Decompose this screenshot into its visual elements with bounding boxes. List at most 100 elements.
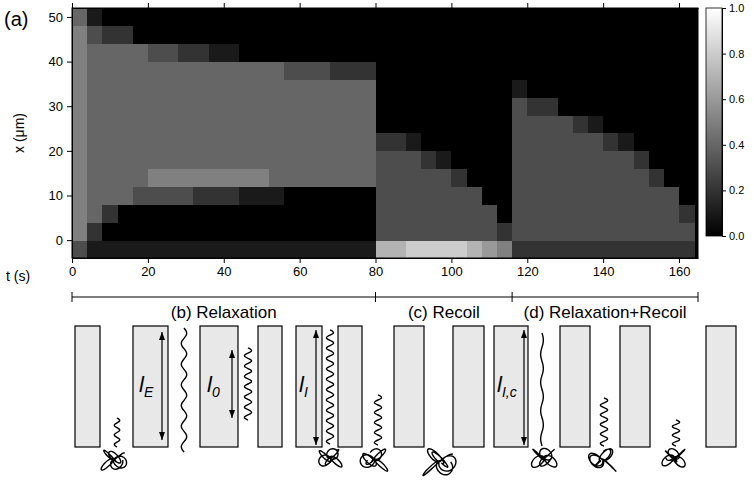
- phase-boundary: [512, 292, 513, 302]
- cell: [224, 62, 240, 80]
- cell: [451, 204, 467, 222]
- cell: [542, 97, 558, 115]
- cell: [527, 133, 543, 151]
- cell: [436, 169, 452, 187]
- cell: [269, 26, 285, 44]
- cell: [573, 133, 589, 151]
- cell: [178, 240, 194, 258]
- cell: [542, 44, 558, 62]
- cell: [209, 44, 225, 62]
- length-label: l0: [207, 372, 220, 400]
- cell: [102, 222, 118, 240]
- cell: [406, 115, 422, 133]
- cell: [527, 8, 543, 26]
- cell: [360, 240, 376, 258]
- cell: [406, 97, 422, 115]
- cell: [527, 240, 543, 258]
- cell: [542, 133, 558, 151]
- cell: [254, 8, 270, 26]
- cell: [634, 204, 650, 222]
- cell: [436, 133, 452, 151]
- cell: [315, 97, 331, 115]
- tick-mark: [72, 258, 73, 263]
- cell: [497, 240, 513, 258]
- cell: [421, 79, 437, 97]
- cell: [209, 97, 225, 115]
- cell: [391, 222, 407, 240]
- length-arrow: [523, 330, 524, 445]
- cell: [330, 79, 346, 97]
- cell: [193, 8, 209, 26]
- tick-label: 0: [56, 233, 63, 248]
- length-label: lI,c: [497, 372, 517, 400]
- cell: [315, 204, 331, 222]
- phase-label: (d) Relaxation+Recoil: [524, 303, 687, 322]
- cell: [451, 26, 467, 44]
- dna: [600, 398, 607, 446]
- cell: [451, 187, 467, 205]
- cell: [421, 97, 437, 115]
- cell: [87, 8, 103, 26]
- cell: [87, 169, 103, 187]
- cell: [588, 151, 604, 169]
- cell: [376, 115, 392, 133]
- phase-boundary: [72, 292, 73, 302]
- tick-mark: [722, 236, 726, 237]
- pillar: [394, 326, 424, 447]
- cell: [102, 169, 118, 187]
- cell: [360, 115, 376, 133]
- tick: 20: [141, 258, 155, 279]
- cell: [603, 169, 619, 187]
- tick: 30: [49, 99, 72, 114]
- cell: [664, 115, 680, 133]
- cell: [300, 97, 316, 115]
- cell: [133, 240, 149, 258]
- cell: [482, 151, 498, 169]
- cell: [345, 79, 361, 97]
- tick-mark: [148, 3, 149, 8]
- cell: [497, 26, 513, 44]
- cell: [618, 26, 634, 44]
- cell: [664, 151, 680, 169]
- cell: [664, 222, 680, 240]
- cell: [512, 26, 528, 44]
- phase-segment: [376, 297, 513, 298]
- cell: [558, 204, 574, 222]
- cell: [254, 133, 270, 151]
- cell: [649, 151, 665, 169]
- cell: [649, 8, 665, 26]
- cell: [391, 133, 407, 151]
- cell: [512, 169, 528, 187]
- cell: [345, 187, 361, 205]
- cell: [72, 62, 88, 80]
- tick: 140: [593, 258, 615, 279]
- cell: [512, 204, 528, 222]
- cell: [224, 240, 240, 258]
- cell: [163, 44, 179, 62]
- cell: [315, 26, 331, 44]
- cell: [618, 187, 634, 205]
- cell: [542, 8, 558, 26]
- tick-mark: [224, 258, 225, 263]
- cell: [406, 169, 422, 187]
- cell: [315, 8, 331, 26]
- cell: [315, 240, 331, 258]
- cell: [634, 151, 650, 169]
- cell: [558, 133, 574, 151]
- cell: [118, 151, 134, 169]
- cell: [87, 133, 103, 151]
- cell: [467, 8, 483, 26]
- cell: [133, 151, 149, 169]
- cell: [679, 187, 695, 205]
- length-arrow: [315, 330, 316, 445]
- dna: [589, 449, 616, 471]
- cell: [376, 204, 392, 222]
- cell: [178, 133, 194, 151]
- cell: [148, 204, 164, 222]
- cell: [421, 169, 437, 187]
- cell: [512, 187, 528, 205]
- cell: [451, 79, 467, 97]
- cell: [224, 169, 240, 187]
- tick-label: 40: [217, 264, 231, 279]
- cell: [618, 62, 634, 80]
